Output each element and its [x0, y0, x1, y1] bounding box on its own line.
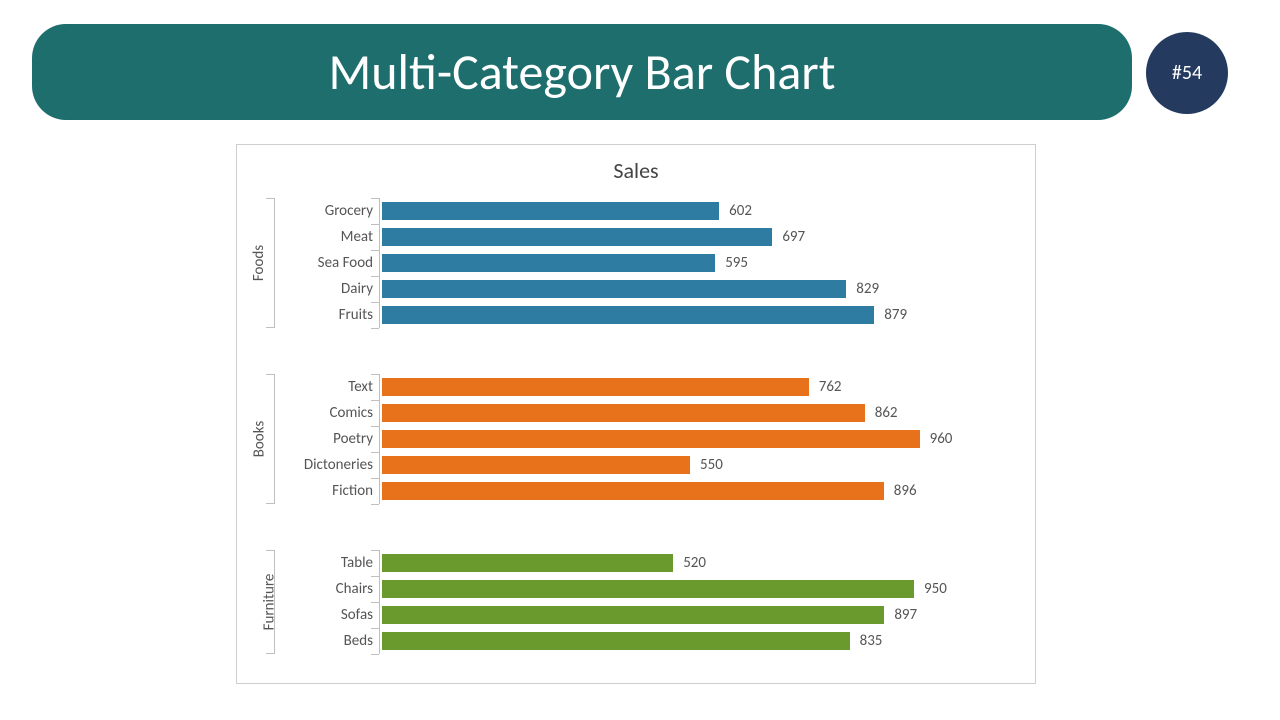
slide-number-label: #54: [1172, 61, 1202, 85]
category-axis: [379, 550, 380, 654]
bar-value: 762: [819, 380, 842, 395]
bar-value: 520: [683, 556, 706, 571]
bar-label: Grocery: [279, 204, 373, 219]
slide-number-badge: #54: [1146, 32, 1228, 114]
bar-label: Meat: [279, 230, 373, 245]
bar-label: Beds: [279, 634, 373, 649]
chart-bar: [382, 280, 846, 298]
group-tick: [266, 198, 274, 199]
chart-bar: [382, 482, 884, 500]
group-axis: [274, 198, 275, 328]
row-tick: [371, 478, 379, 479]
chart-bar: [382, 202, 719, 220]
chart-bar: [382, 228, 772, 246]
bar-label: Table: [279, 556, 373, 571]
bar-value: 862: [875, 406, 898, 421]
chart-bar: [382, 306, 874, 324]
chart-bar: [382, 430, 920, 448]
bar-value: 835: [860, 634, 883, 649]
bar-value: 960: [930, 432, 953, 447]
chart-bar: [382, 632, 850, 650]
row-tick: [371, 452, 379, 453]
row-tick: [371, 276, 379, 277]
row-tick: [371, 576, 379, 577]
bar-label: Sea Food: [279, 256, 373, 271]
bar-label: Poetry: [279, 432, 373, 447]
chart-bar: [382, 456, 690, 474]
bar-value: 950: [924, 582, 947, 597]
bar-value: 550: [700, 458, 723, 473]
bar-label: Text: [279, 380, 373, 395]
sales-chart: Sales Foods Grocery 602 Meat 697 Sea Food 595 D…: [236, 144, 1036, 684]
chart-title: Sales: [259, 157, 1013, 184]
category-axis: [379, 198, 380, 328]
chart-bar: [382, 580, 914, 598]
group-tick: [266, 503, 274, 504]
bar-label: Dairy: [279, 282, 373, 297]
bar-value: 829: [856, 282, 879, 297]
bar-label: Sofas: [279, 608, 373, 623]
category-axis: [379, 374, 380, 504]
chart-bar: [382, 378, 809, 396]
chart-plot-area: FoodsGrocery602Meat697Sea Food595Dairy82…: [259, 194, 1013, 656]
row-tick: [371, 550, 379, 551]
bar-value: 595: [725, 256, 748, 271]
row-tick: [371, 328, 379, 329]
row-tick: [371, 602, 379, 603]
bar-label: Chairs: [279, 582, 373, 597]
row-tick: [371, 400, 379, 401]
bar-label: Fiction: [279, 484, 373, 499]
row-tick: [371, 426, 379, 427]
bar-value: 697: [782, 230, 805, 245]
row-tick: [371, 504, 379, 505]
row-tick: [371, 654, 379, 655]
group-axis: [274, 374, 275, 504]
group-tick: [266, 374, 274, 375]
row-tick: [371, 302, 379, 303]
chart-bar: [382, 254, 715, 272]
group-label: Foods: [250, 245, 268, 281]
group-tick: [266, 653, 274, 654]
chart-group: FurnitureTable 520 Chairs 950 Sofas 897 Beds 83…: [259, 550, 1013, 654]
bar-value: 879: [884, 308, 907, 323]
bar-label: Dictoneries: [279, 458, 373, 473]
chart-bar: [382, 554, 673, 572]
bar-value: 602: [729, 204, 752, 219]
group-tick: [266, 327, 274, 328]
bar-value: 897: [894, 608, 917, 623]
group-tick: [266, 550, 274, 551]
bar-label: Fruits: [279, 308, 373, 323]
row-tick: [371, 250, 379, 251]
bar-value: 896: [894, 484, 917, 499]
header-bar: Multi-Category Bar Chart: [32, 24, 1132, 120]
row-tick: [371, 198, 379, 199]
chart-group: BooksText762Comics862Poetry960Dictonerie…: [259, 374, 1013, 504]
group-label: Books: [250, 421, 268, 458]
page-title: Multi-Category Bar Chart: [328, 42, 835, 103]
chart-bar: [382, 606, 884, 624]
row-tick: [371, 224, 379, 225]
chart-bar: [382, 404, 865, 422]
bar-label: Comics: [279, 406, 373, 421]
row-tick: [371, 374, 379, 375]
chart-group: FoodsGrocery602Meat697Sea Food595Dairy82…: [259, 198, 1013, 328]
group-label: Furniture: [260, 574, 278, 631]
row-tick: [371, 628, 379, 629]
